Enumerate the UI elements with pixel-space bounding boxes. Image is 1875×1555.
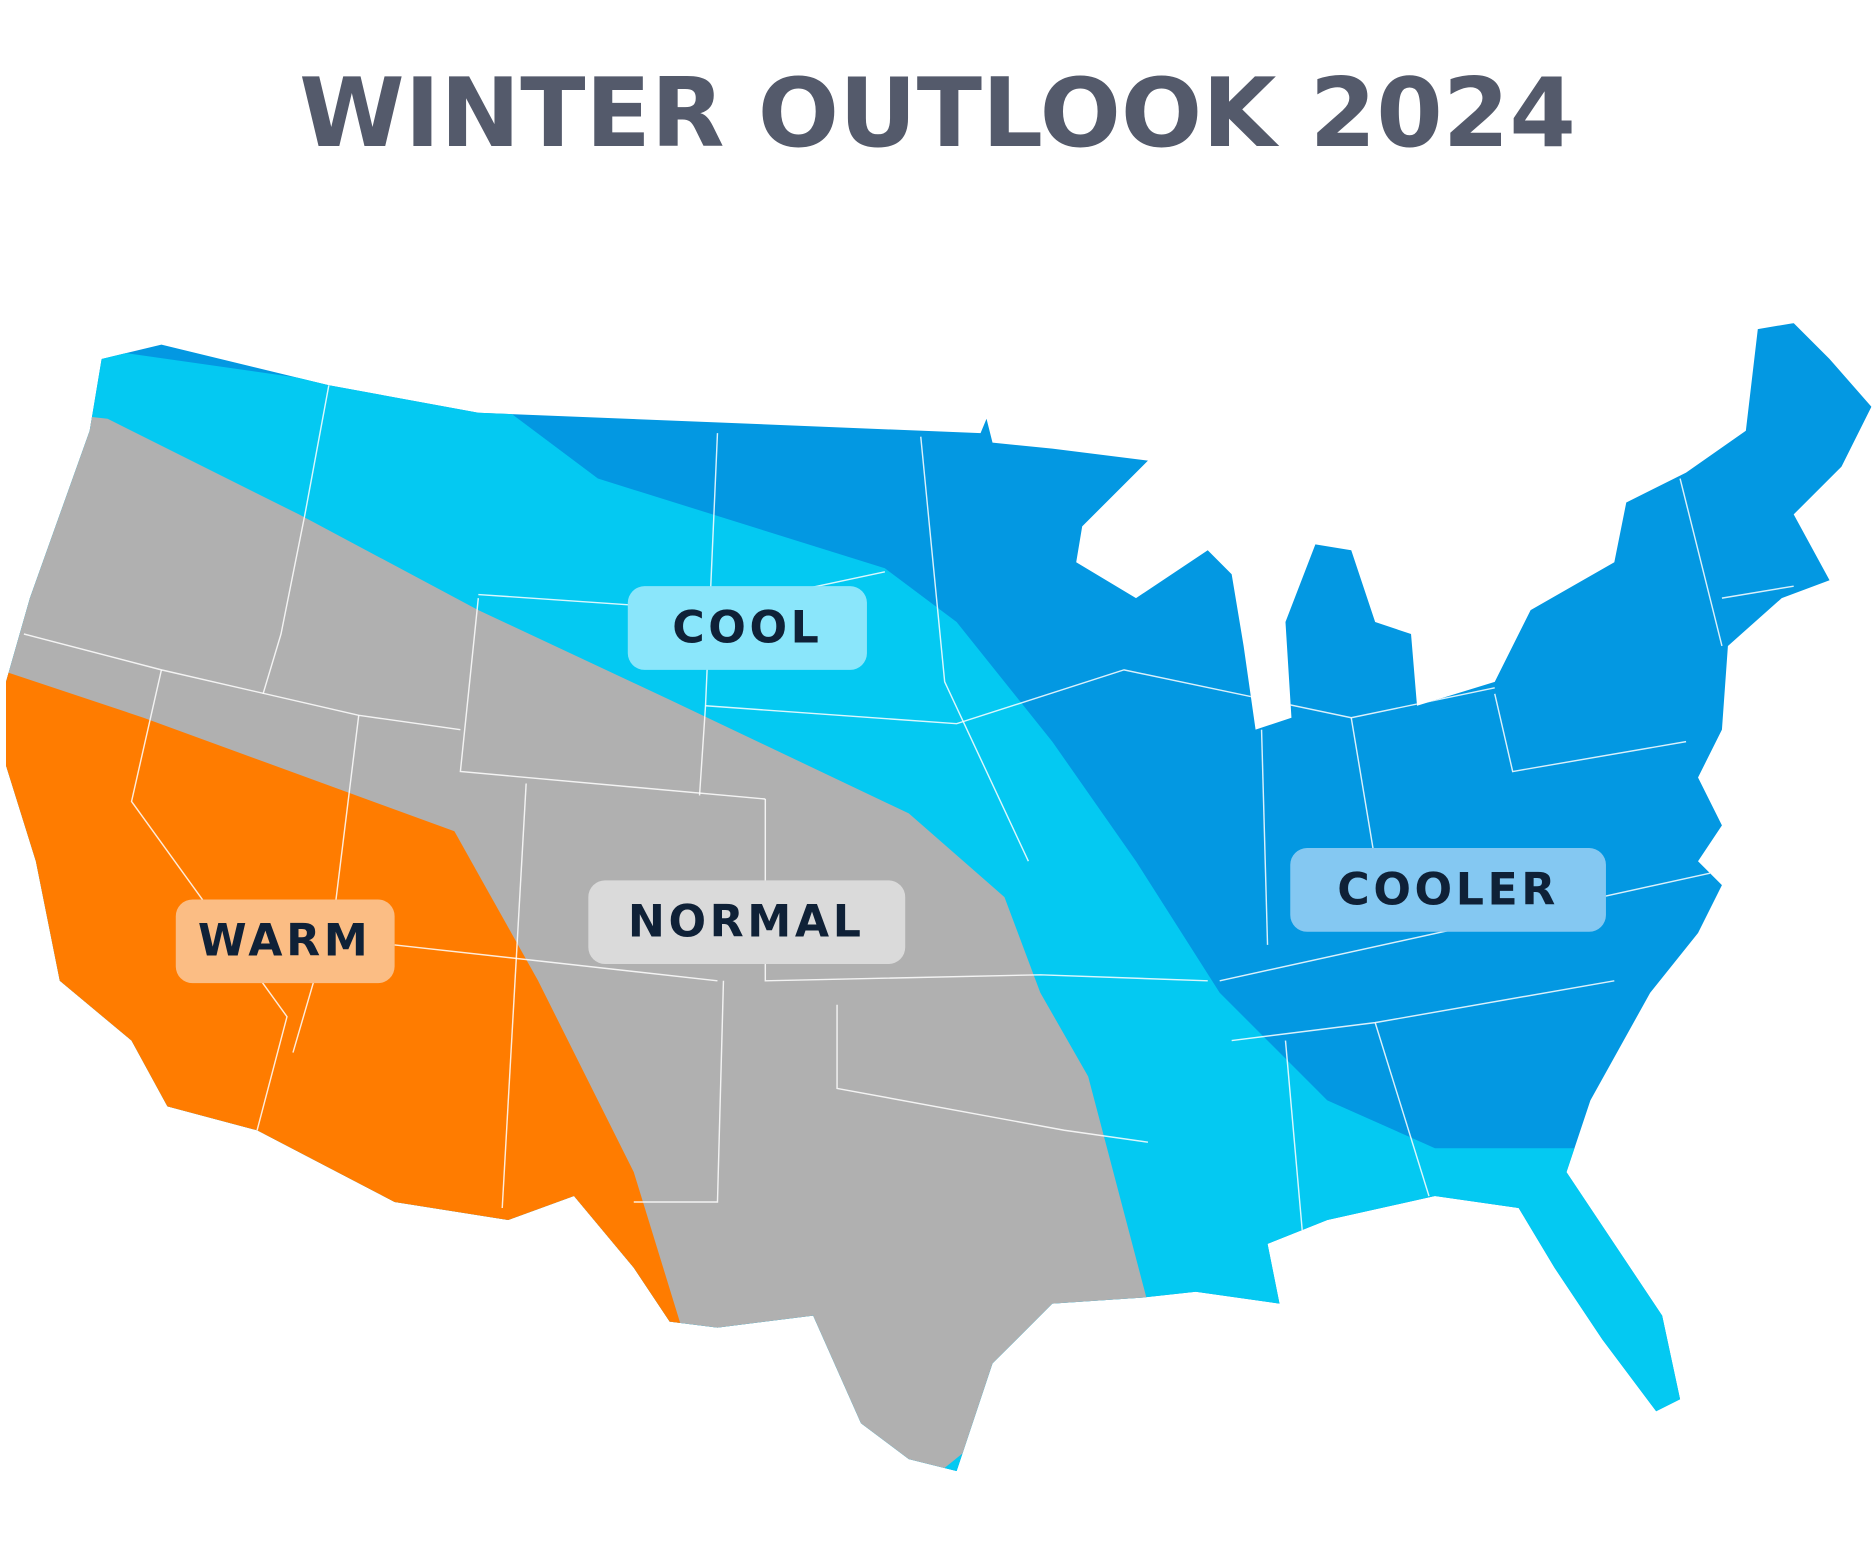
region-label: COOLER xyxy=(1337,864,1559,915)
label-box xyxy=(588,880,906,965)
label-box xyxy=(627,586,867,670)
label-box xyxy=(1290,848,1606,932)
label-cooler: COOLER xyxy=(1290,848,1606,932)
label-box xyxy=(175,899,395,984)
region-label: NORMAL xyxy=(628,897,865,948)
label-normal: NORMAL xyxy=(588,880,906,965)
label-warm: WARM xyxy=(175,899,395,984)
label-cool: COOL xyxy=(627,586,867,670)
title: WINTER OUTLOOK 2024 xyxy=(299,57,1576,169)
region-label: WARM xyxy=(198,916,371,967)
region-label: COOL xyxy=(672,602,822,653)
